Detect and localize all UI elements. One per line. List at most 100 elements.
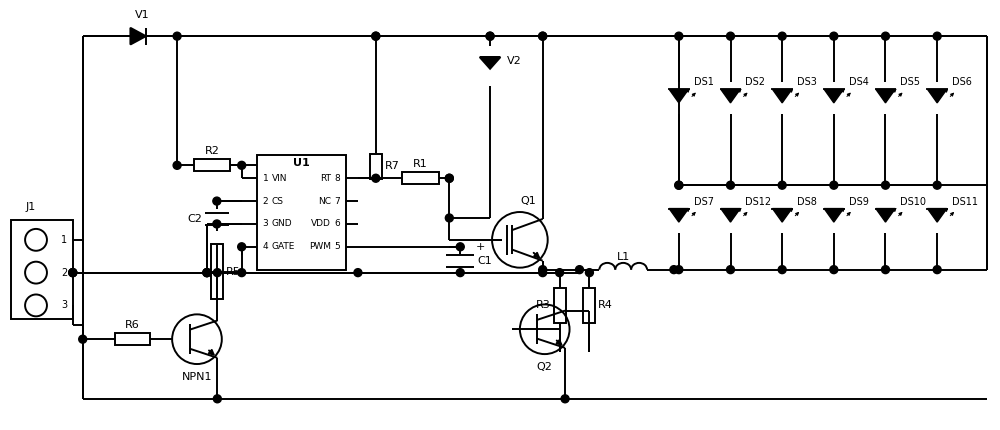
Text: V1: V1 — [135, 10, 150, 20]
Text: DS5: DS5 — [900, 77, 920, 87]
Circle shape — [445, 214, 453, 222]
Polygon shape — [824, 89, 844, 103]
Circle shape — [456, 243, 464, 251]
Text: R1: R1 — [413, 159, 428, 169]
Text: DS3: DS3 — [797, 77, 817, 87]
Circle shape — [933, 266, 941, 273]
Text: 3: 3 — [263, 219, 268, 228]
Circle shape — [213, 220, 221, 228]
Circle shape — [69, 269, 77, 276]
Text: 5: 5 — [334, 242, 340, 251]
Text: DS1: DS1 — [694, 77, 714, 87]
Circle shape — [675, 32, 683, 40]
Circle shape — [830, 266, 838, 273]
Circle shape — [882, 181, 889, 189]
Circle shape — [69, 269, 77, 276]
Text: GND: GND — [271, 219, 292, 228]
Text: L1: L1 — [617, 252, 630, 262]
Text: +: + — [476, 242, 486, 252]
Text: NPN1: NPN1 — [182, 372, 212, 382]
Bar — [402, 172, 439, 184]
Circle shape — [933, 32, 941, 40]
Text: R2: R2 — [204, 146, 219, 157]
Circle shape — [173, 161, 181, 169]
Circle shape — [778, 32, 786, 40]
Circle shape — [486, 32, 494, 40]
Text: R3: R3 — [536, 301, 551, 310]
Circle shape — [203, 269, 211, 276]
Polygon shape — [480, 57, 500, 69]
Text: Q1: Q1 — [520, 196, 536, 206]
Bar — [115, 333, 150, 345]
Text: R4: R4 — [598, 301, 613, 310]
Circle shape — [675, 266, 683, 273]
Bar — [194, 160, 230, 171]
Text: RT: RT — [320, 174, 331, 183]
Circle shape — [675, 181, 683, 189]
Circle shape — [213, 197, 221, 205]
Circle shape — [675, 181, 683, 189]
Text: Q2: Q2 — [537, 362, 553, 372]
Circle shape — [539, 32, 547, 40]
Circle shape — [539, 269, 547, 276]
Bar — [211, 244, 223, 299]
Circle shape — [456, 269, 464, 276]
Polygon shape — [721, 209, 740, 222]
Text: C1: C1 — [477, 256, 492, 266]
Text: DS4: DS4 — [849, 77, 869, 87]
Polygon shape — [927, 209, 947, 222]
Circle shape — [238, 161, 246, 169]
Circle shape — [556, 269, 564, 276]
Bar — [370, 154, 382, 179]
Circle shape — [539, 266, 547, 273]
Polygon shape — [130, 28, 146, 45]
Circle shape — [882, 266, 889, 273]
Circle shape — [561, 395, 569, 403]
Polygon shape — [876, 89, 895, 103]
Circle shape — [213, 269, 221, 276]
Text: DS8: DS8 — [797, 197, 817, 206]
Text: 8: 8 — [334, 174, 340, 183]
Circle shape — [727, 181, 734, 189]
Circle shape — [203, 269, 211, 276]
Text: DS7: DS7 — [694, 197, 714, 206]
Bar — [11, 220, 73, 319]
Text: 6: 6 — [334, 219, 340, 228]
Polygon shape — [772, 89, 792, 103]
Circle shape — [445, 174, 453, 182]
Text: 4: 4 — [263, 242, 268, 251]
Text: J1: J1 — [26, 202, 36, 212]
Circle shape — [372, 32, 380, 40]
Text: C2: C2 — [187, 214, 202, 224]
Text: R6: R6 — [125, 320, 140, 330]
Text: 2: 2 — [263, 197, 268, 206]
Bar — [554, 288, 566, 323]
Text: DS11: DS11 — [952, 197, 978, 206]
Text: R7: R7 — [385, 161, 400, 171]
Bar — [583, 288, 595, 323]
Circle shape — [778, 266, 786, 273]
Text: NC: NC — [318, 197, 331, 206]
Text: R5: R5 — [226, 267, 241, 276]
Circle shape — [486, 32, 494, 40]
Text: GATE: GATE — [271, 242, 295, 251]
Text: CS: CS — [271, 197, 283, 206]
Circle shape — [79, 335, 87, 343]
Text: DS2: DS2 — [745, 77, 765, 87]
Circle shape — [238, 269, 246, 276]
Text: 1: 1 — [61, 235, 67, 245]
Circle shape — [203, 269, 211, 276]
Circle shape — [576, 266, 583, 273]
Text: V2: V2 — [507, 56, 522, 66]
Circle shape — [354, 269, 362, 276]
Text: VDD: VDD — [311, 219, 331, 228]
Text: U1: U1 — [293, 158, 310, 168]
Circle shape — [830, 181, 838, 189]
Circle shape — [830, 32, 838, 40]
Polygon shape — [876, 209, 895, 222]
Circle shape — [539, 32, 547, 40]
Circle shape — [372, 174, 380, 182]
Polygon shape — [824, 209, 844, 222]
Circle shape — [69, 269, 77, 276]
Text: DS6: DS6 — [952, 77, 972, 87]
